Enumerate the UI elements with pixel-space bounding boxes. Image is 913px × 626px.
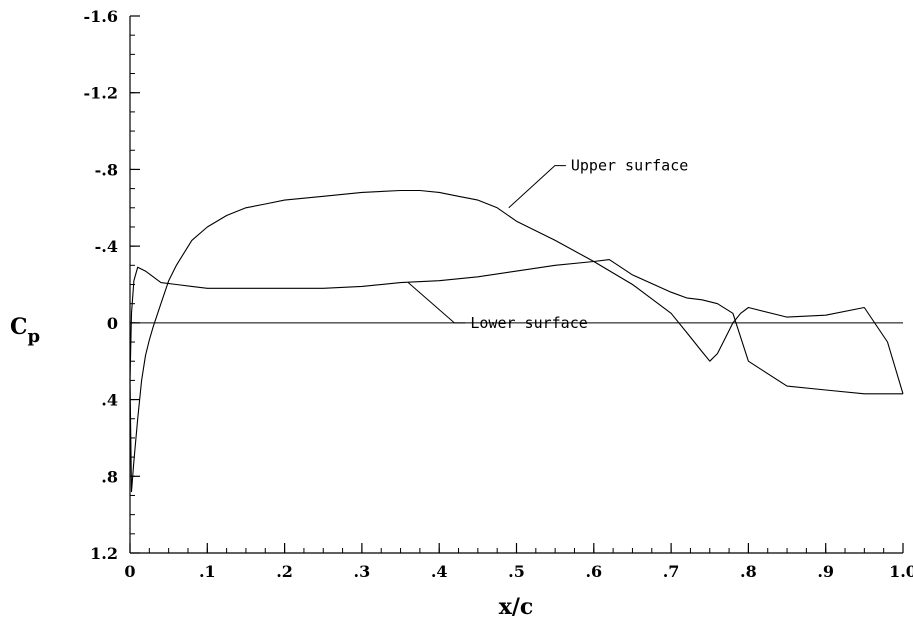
x-tick-label: .3 xyxy=(354,562,371,581)
x-tick-label: .6 xyxy=(585,562,602,581)
x-tick-label: .2 xyxy=(276,562,293,581)
y-tick-label: -1.2 xyxy=(84,84,118,103)
annotation-leader xyxy=(407,282,466,324)
x-tick-label: .7 xyxy=(663,562,680,581)
annotation-layer: Upper surface Lower surface xyxy=(407,157,688,332)
y-tick-label: 1.2 xyxy=(90,544,118,563)
x-axis-title: x/c xyxy=(499,594,534,620)
series-layer xyxy=(129,189,904,493)
x-tick-label: .1 xyxy=(199,562,216,581)
y-tick-label: -.8 xyxy=(95,160,118,179)
y-tick-label: .8 xyxy=(101,467,118,486)
y-tick-label: -.4 xyxy=(95,237,118,256)
series-annotation: Lower surface xyxy=(470,314,587,332)
series-line-lower-surface xyxy=(129,259,903,395)
tick-label-layer: 0 .1 .2 .3 .4 .5 .6 .7 .8 .9 1.0 -1.6 -1.2 -.8 -.4 0 .4.… xyxy=(84,7,913,581)
y-tick-label: 0 xyxy=(107,314,118,333)
y-axis-title-subscript: p xyxy=(28,326,41,347)
series-annotation: Upper surface xyxy=(571,157,688,175)
y-tick-label: .4 xyxy=(101,391,118,410)
y-axis-title-main: C xyxy=(10,314,28,340)
axis-frame xyxy=(129,15,904,554)
x-tick-label: .4 xyxy=(431,562,448,581)
x-tick-label: .5 xyxy=(508,562,525,581)
x-tick-label: 1.0 xyxy=(889,562,913,581)
series-line-upper-surface xyxy=(129,189,904,493)
x-tick-label: .9 xyxy=(817,562,834,581)
annotation-leader xyxy=(508,165,566,209)
x-tick-label: .8 xyxy=(740,562,757,581)
y-axis-title: Cp xyxy=(10,314,40,347)
y-tick-label: -1.6 xyxy=(84,7,118,26)
x-tick-label: 0 xyxy=(124,562,135,581)
